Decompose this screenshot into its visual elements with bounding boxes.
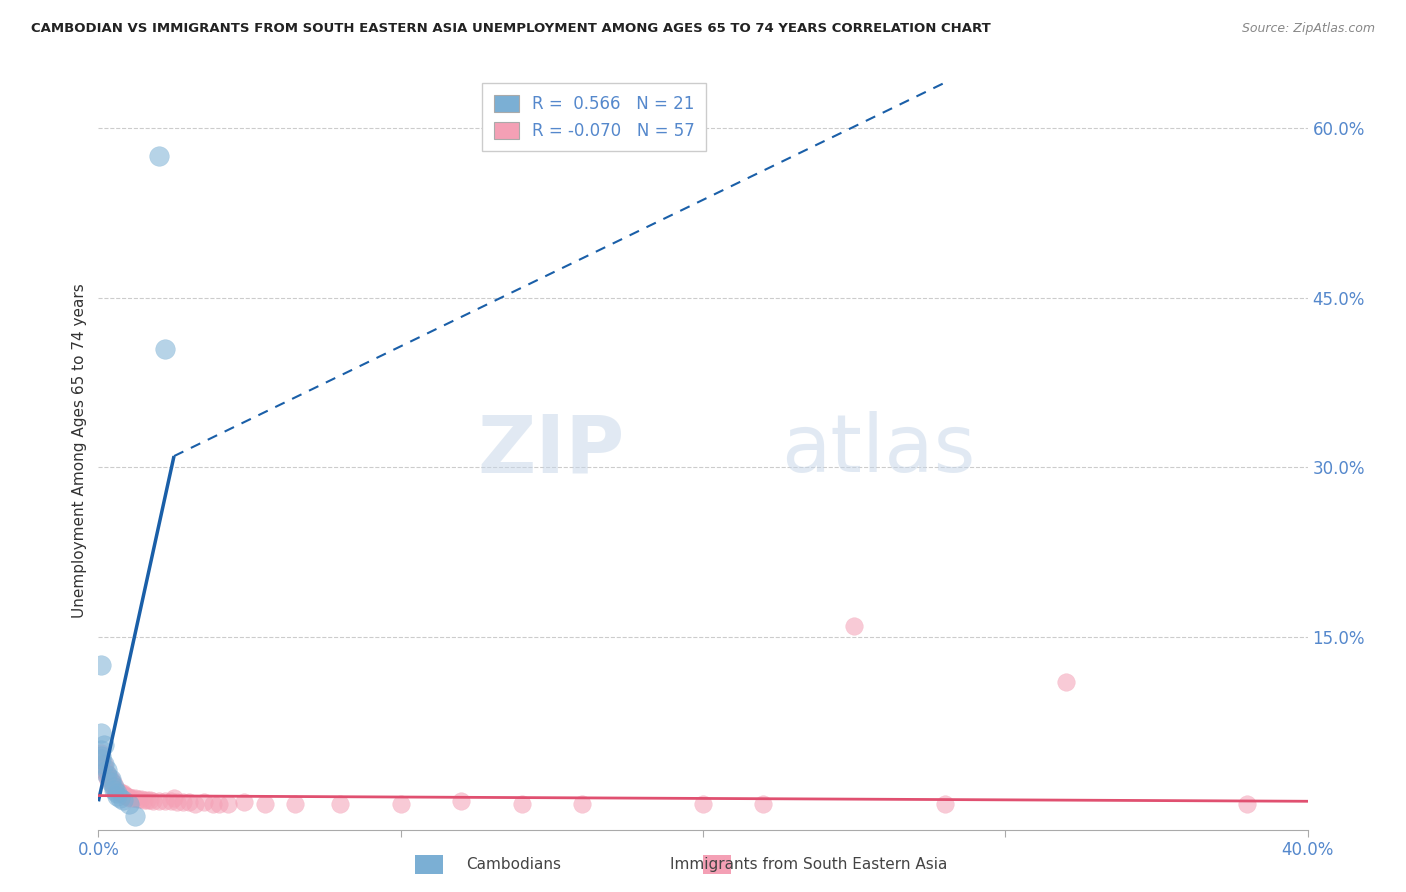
Point	[692, 797, 714, 811]
Point	[108, 786, 131, 800]
Point	[148, 149, 170, 163]
Point	[124, 809, 146, 823]
Point	[217, 797, 239, 811]
Point	[450, 794, 472, 808]
Point	[96, 768, 118, 782]
Point	[844, 619, 866, 633]
Text: Cambodians: Cambodians	[465, 857, 561, 872]
Point	[135, 793, 157, 807]
Point	[142, 794, 165, 808]
Point	[93, 738, 115, 752]
Text: Source: ZipAtlas.com: Source: ZipAtlas.com	[1241, 22, 1375, 36]
Point	[90, 749, 112, 764]
Point	[118, 789, 141, 804]
Text: Immigrants from South Eastern Asia: Immigrants from South Eastern Asia	[669, 857, 948, 872]
Text: atlas: atlas	[782, 411, 976, 490]
Text: ZIP: ZIP	[477, 411, 624, 490]
Point	[124, 790, 146, 805]
Point	[100, 772, 122, 786]
Point	[93, 760, 115, 774]
Point	[114, 789, 136, 803]
Point	[232, 796, 254, 810]
Point	[118, 797, 141, 811]
Point	[153, 342, 176, 356]
Point	[752, 797, 775, 811]
Point	[129, 792, 152, 806]
Point	[571, 797, 593, 811]
Point	[103, 780, 125, 794]
Point	[166, 796, 188, 810]
Point	[96, 768, 118, 782]
Point	[139, 793, 162, 807]
Point	[153, 794, 176, 808]
Point	[329, 797, 352, 811]
Point	[96, 763, 118, 777]
Point	[103, 780, 125, 794]
Point	[96, 771, 118, 785]
Y-axis label: Unemployment Among Ages 65 to 74 years: Unemployment Among Ages 65 to 74 years	[72, 283, 87, 618]
Point	[96, 766, 118, 780]
Point	[111, 786, 134, 800]
Point	[90, 752, 112, 766]
Point	[90, 752, 112, 766]
Point	[114, 789, 136, 803]
Point	[148, 794, 170, 808]
Point	[105, 789, 128, 803]
Point	[90, 658, 112, 673]
Point	[103, 777, 125, 791]
Point	[111, 793, 134, 807]
Point	[100, 775, 122, 789]
Point	[103, 783, 125, 797]
Point	[100, 772, 122, 786]
Point	[90, 746, 112, 760]
Text: CAMBODIAN VS IMMIGRANTS FROM SOUTH EASTERN ASIA UNEMPLOYMENT AMONG AGES 65 TO 74: CAMBODIAN VS IMMIGRANTS FROM SOUTH EASTE…	[31, 22, 991, 36]
Point	[1236, 797, 1258, 811]
Point	[105, 783, 128, 797]
Point	[934, 797, 956, 811]
Point	[93, 756, 115, 771]
Point	[105, 784, 128, 798]
Point	[118, 790, 141, 805]
Point	[111, 788, 134, 802]
Point	[93, 756, 115, 771]
Point	[389, 797, 412, 811]
Point	[208, 797, 231, 811]
Point	[163, 790, 186, 805]
Point	[179, 796, 201, 810]
Point	[284, 797, 307, 811]
Point	[90, 743, 112, 757]
Point	[172, 796, 194, 810]
Point	[93, 764, 115, 778]
Point	[193, 796, 215, 810]
Point	[253, 797, 276, 811]
Point	[202, 797, 225, 811]
Point	[184, 797, 207, 811]
Point	[105, 786, 128, 800]
Point	[160, 794, 183, 808]
Point	[90, 726, 112, 740]
Point	[103, 781, 125, 796]
Point	[121, 790, 143, 805]
Point	[132, 793, 155, 807]
Legend: R =  0.566   N = 21, R = -0.070   N = 57: R = 0.566 N = 21, R = -0.070 N = 57	[482, 84, 706, 152]
Point	[1054, 675, 1077, 690]
Point	[108, 790, 131, 805]
Point	[510, 797, 533, 811]
Point	[127, 792, 149, 806]
Point	[108, 785, 131, 799]
Point	[100, 775, 122, 789]
